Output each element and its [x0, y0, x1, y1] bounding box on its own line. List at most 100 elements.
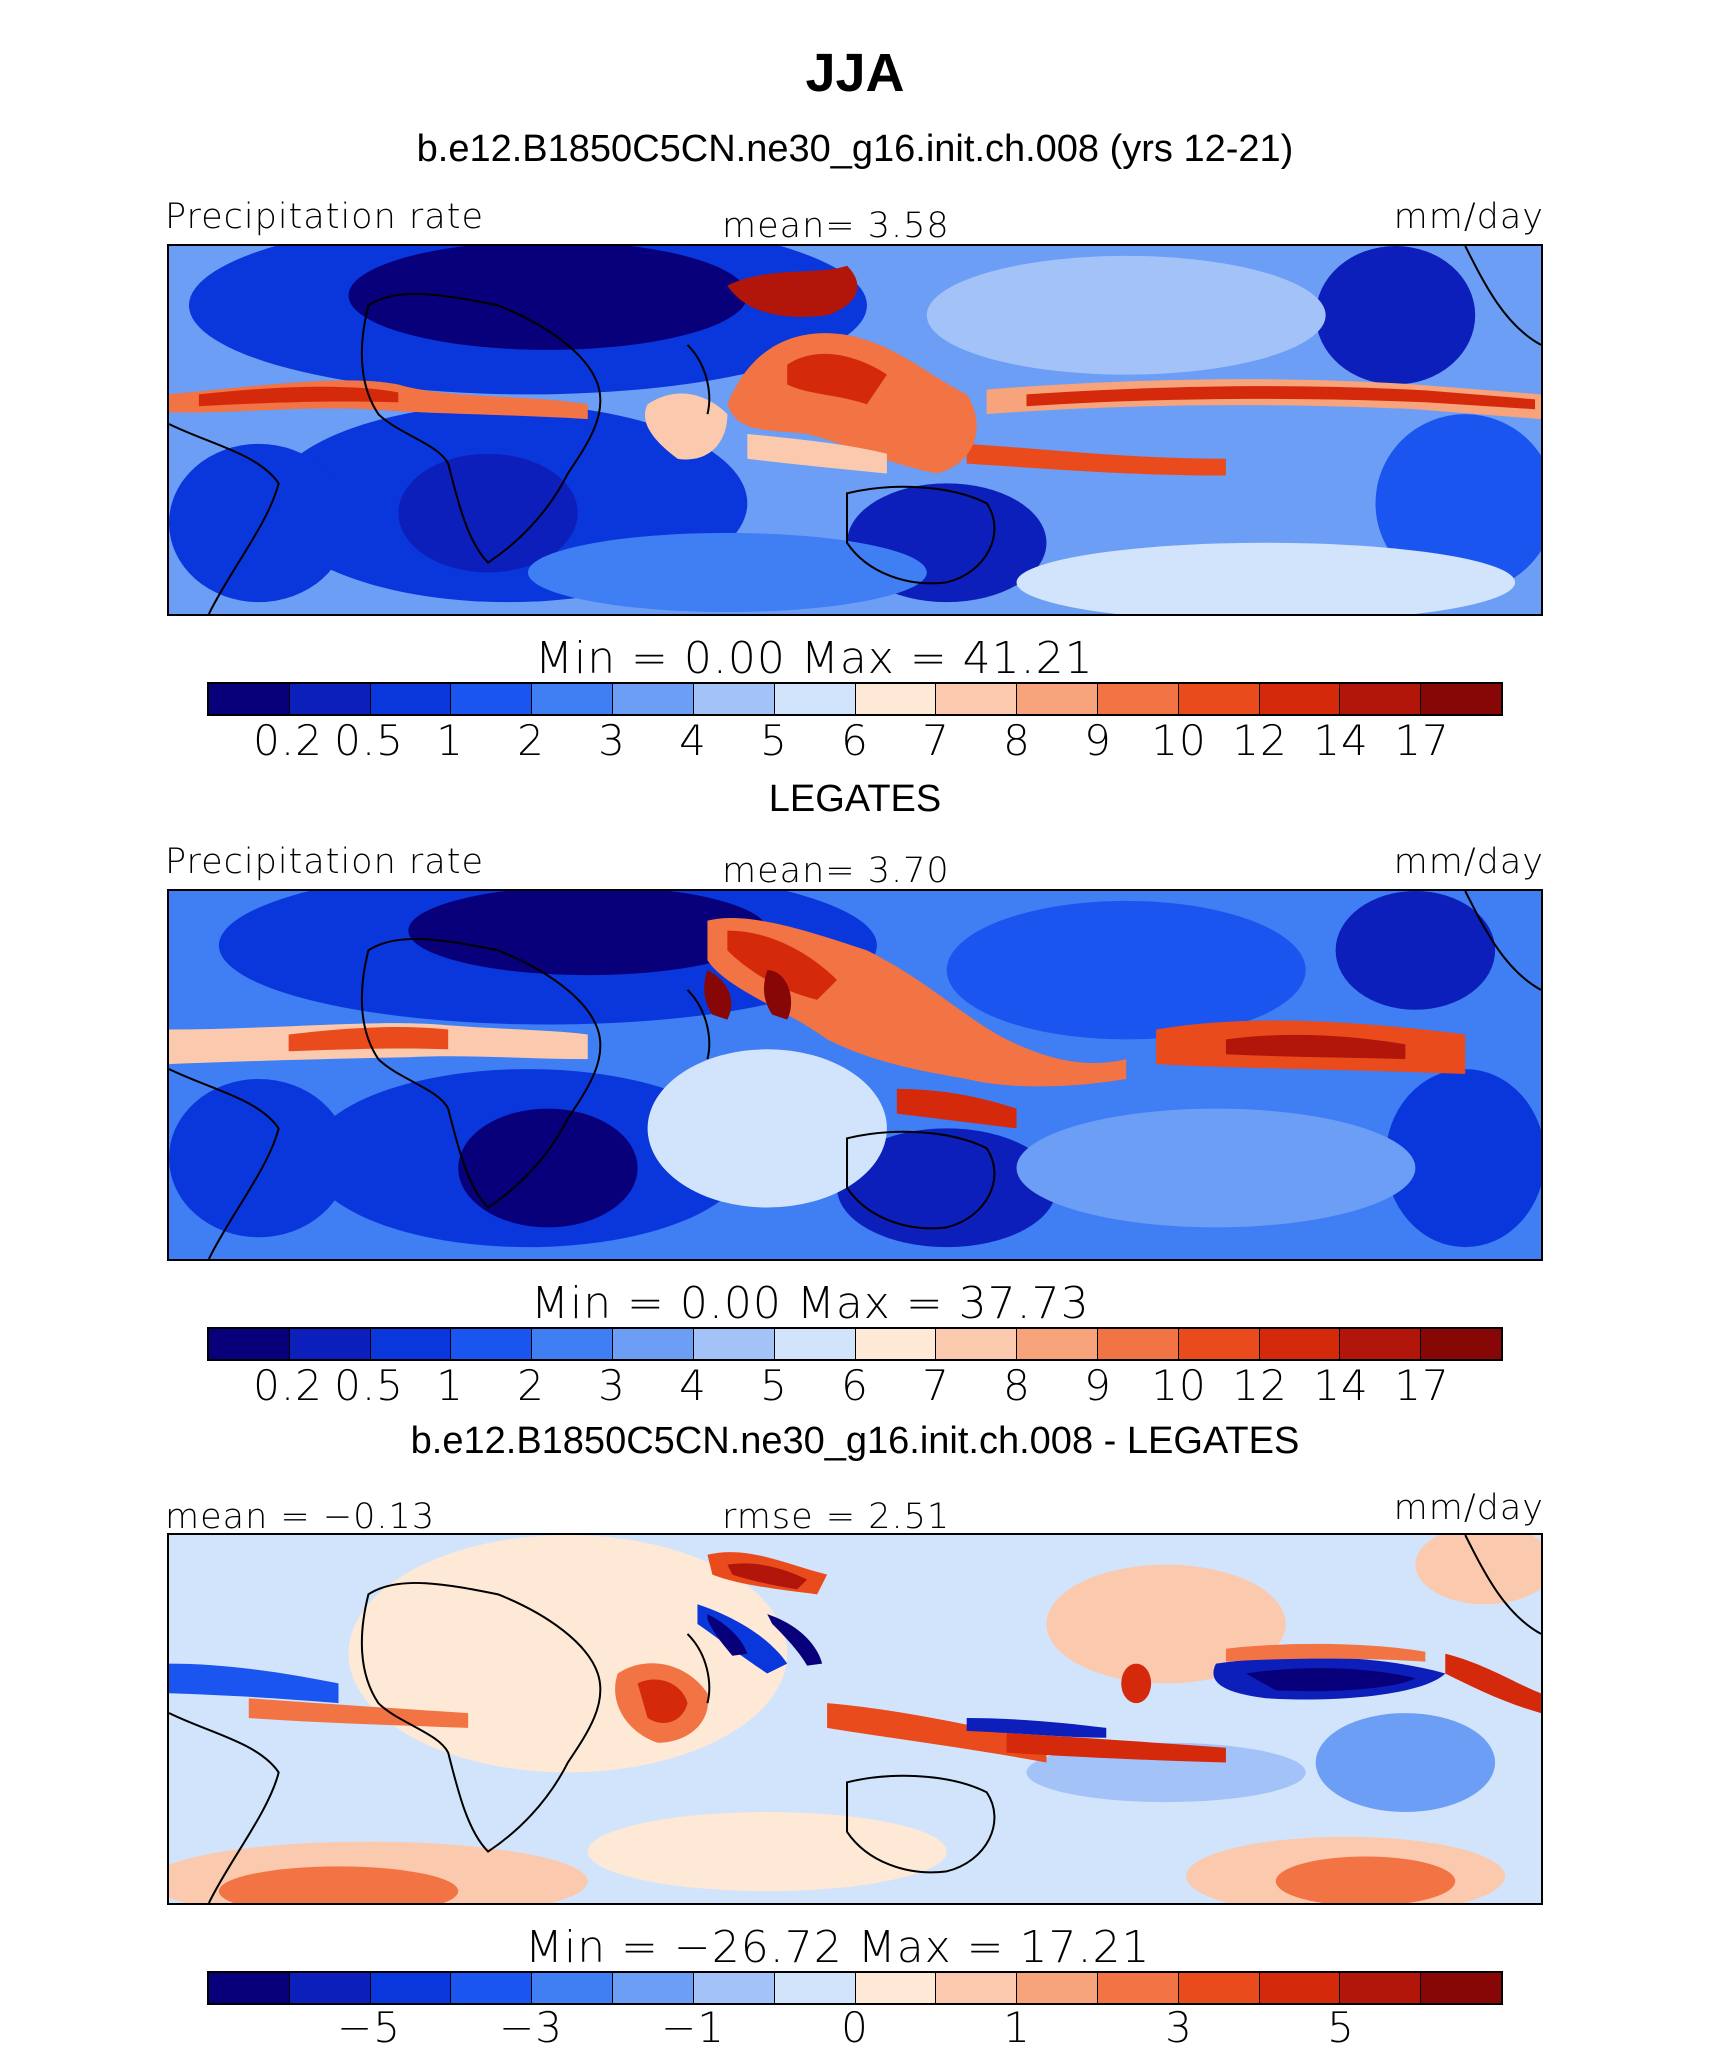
australia-outline: [846, 1130, 996, 1230]
panel-3-map-svg: [169, 1535, 1541, 1903]
panel-1-minmax: Min = 0.00 Max = 41.21: [535, 633, 1094, 684]
colorbar-tick-label: 1: [436, 1361, 464, 1410]
panel-2-map: [167, 889, 1543, 1261]
americas-outline: [1464, 1535, 1541, 1635]
panel-3-mean-label: mean = −0.13: [165, 1497, 436, 1537]
map-region: [1016, 1108, 1416, 1228]
colorbar-swatch: [1259, 1973, 1341, 2003]
panel-1-map: [167, 244, 1543, 616]
map-region: [637, 1679, 688, 1723]
map-region: [1245, 1668, 1416, 1692]
colorbar-swatch: [1421, 1973, 1501, 2003]
colorbar-swatch: [209, 684, 290, 714]
panel-3-title: b.e12.B1850C5CN.ne30_g16.init.ch.008 - L…: [410, 1420, 1300, 1462]
colorbar-tick-label: 2: [517, 716, 545, 765]
colorbar-swatch: [209, 1329, 290, 1359]
map-region: [587, 1811, 947, 1892]
map-region: [169, 443, 349, 603]
colorbar-swatch: [774, 1329, 856, 1359]
panel-3-units-label: mm/day: [1393, 1488, 1544, 1528]
colorbar-tick-label: 8: [1003, 1361, 1031, 1410]
map-region: [1016, 542, 1516, 614]
colorbar-swatch: [855, 1329, 937, 1359]
india-outline: [686, 1633, 711, 1704]
map-region: [1026, 386, 1536, 410]
colorbar-swatch: [289, 1329, 371, 1359]
panel-2-colorbar: [207, 1327, 1503, 1361]
panel-2-mean-label: mean= 3.70: [722, 851, 950, 891]
colorbar-tick-label: 17: [1394, 716, 1450, 765]
colorbar-tick-label: 17: [1394, 1361, 1450, 1410]
colorbar-tick-label: 10: [1151, 716, 1207, 765]
colorbar-tick-label: 5: [1327, 2003, 1355, 2052]
colorbar-swatch: [1178, 684, 1260, 714]
colorbar-tick-label: 5: [760, 716, 788, 765]
colorbar-swatch: [774, 1973, 856, 2003]
map-region: [704, 970, 732, 1020]
india-outline: [686, 989, 711, 1060]
australia-outline: [846, 1774, 996, 1874]
colorbar-tick-label: 10: [1151, 1361, 1207, 1410]
colorbar-tick-label: 0.5: [334, 1361, 404, 1410]
panel-3-minmax: Min = −26.72 Max = 17.21: [525, 1922, 1151, 1973]
africa-outline: [360, 937, 602, 1209]
panel-2-map-svg: [169, 891, 1541, 1259]
map-region: [827, 1703, 1047, 1763]
colorbar-tick-label: 7: [922, 1361, 950, 1410]
colorbar-swatch: [613, 1329, 694, 1359]
panel-2-title: LEGATES: [768, 778, 942, 820]
colorbar-swatch: [451, 1973, 533, 2003]
colorbar-swatch: [613, 1973, 694, 2003]
map-region: [966, 443, 1226, 476]
colorbar-swatch: [532, 684, 614, 714]
colorbar-tick-label: 0.2: [253, 1361, 323, 1410]
colorbar-swatch: [289, 684, 371, 714]
colorbar-swatch: [1421, 1329, 1501, 1359]
map-region: [348, 246, 748, 350]
colorbar-swatch: [1421, 684, 1501, 714]
colorbar-swatch: [855, 684, 937, 714]
colorbar-tick-label: 9: [1084, 716, 1112, 765]
colorbar-swatch: [613, 684, 694, 714]
map-region: [248, 1698, 469, 1728]
south-america-outline: [169, 423, 280, 614]
map-region: [458, 1108, 638, 1228]
map-region: [966, 1718, 1107, 1738]
map-region: [763, 970, 792, 1020]
map-region: [169, 1078, 349, 1238]
map-region: [198, 386, 399, 407]
colorbar-tick-label: 6: [841, 716, 869, 765]
map-region: [837, 1128, 1057, 1248]
colorbar-swatch: [936, 684, 1018, 714]
colorbar-swatch: [693, 1329, 775, 1359]
colorbar-swatch: [370, 684, 452, 714]
africa-outline: [360, 1581, 602, 1853]
panel-1-mean-label: mean= 3.58: [722, 206, 950, 246]
colorbar-tick-label: 4: [679, 716, 707, 765]
colorbar-swatch: [1097, 684, 1179, 714]
map-region: [1445, 1653, 1541, 1714]
panel-1-left-label: Precipitation rate: [165, 197, 484, 237]
colorbar-swatch: [1097, 1329, 1179, 1359]
colorbar-tick-label: 0.5: [334, 716, 404, 765]
map-region: [1375, 414, 1541, 593]
page-title: JJA: [805, 43, 905, 103]
map-region: [1006, 1732, 1226, 1763]
map-region: [1225, 1034, 1406, 1060]
panel-1-colorbar-ticks: 0.2 0.5 1 2 3 4 5 6 7 8 9 10 12 14 17: [0, 716, 1710, 766]
colorbar-tick-label: 9: [1084, 1361, 1112, 1410]
colorbar-swatch: [774, 684, 856, 714]
panel-2-minmax: Min = 0.00 Max = 37.73: [531, 1278, 1090, 1329]
colorbar-tick-label: 5: [760, 1361, 788, 1410]
panel-1-colorbar: [207, 682, 1503, 716]
map-region: [747, 433, 887, 474]
colorbar-swatch: [1259, 684, 1341, 714]
colorbar-tick-label: 12: [1232, 1361, 1288, 1410]
south-america-outline: [169, 1068, 280, 1259]
panel-3-colorbar-ticks: −5 −3 −1 0 1 3 5: [0, 2003, 1710, 2053]
map-region: [787, 353, 887, 405]
colorbar-tick-label: 1: [436, 716, 464, 765]
india-outline: [686, 344, 711, 415]
map-region: [1415, 1535, 1541, 1605]
panel-1-map-svg: [169, 246, 1541, 614]
